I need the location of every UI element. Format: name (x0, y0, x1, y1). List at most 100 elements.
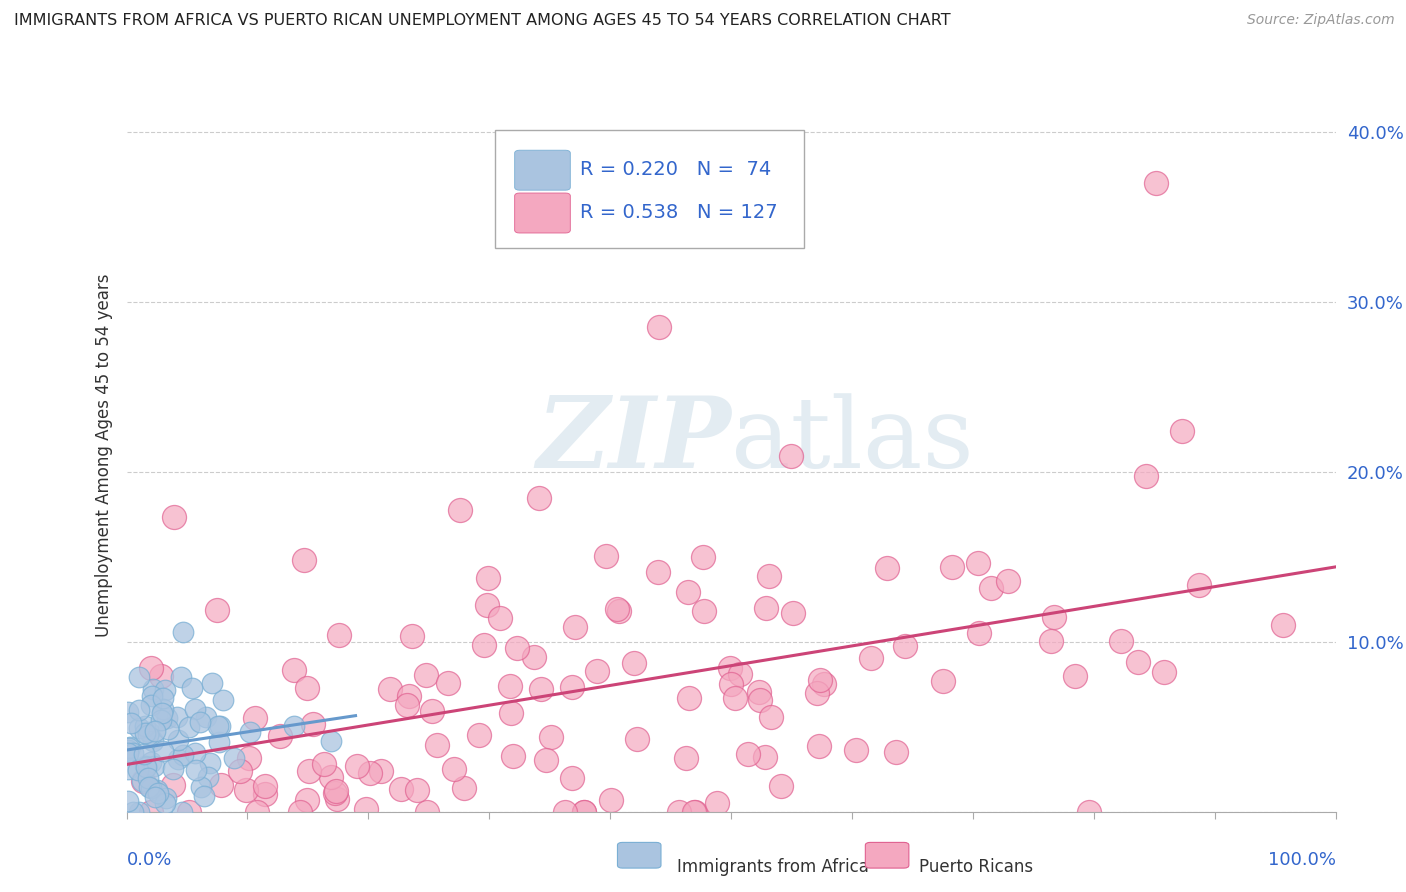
Point (941, 559, 963, 574)
Point (540, 730, 562, 744)
Point (166, 710, 188, 724)
Point (325, 784, 347, 798)
Point (758, 569, 780, 583)
Point (967, 625, 990, 640)
Point (197, 770, 219, 784)
Point (131, 773, 153, 788)
Point (117, 705, 139, 719)
Point (167, 732, 190, 747)
Point (207, 719, 229, 733)
Point (152, 691, 174, 706)
Point (319, 770, 342, 784)
Point (181, 681, 204, 695)
Point (117, 762, 139, 776)
Point (647, 565, 669, 579)
Point (1126, 655, 1149, 669)
Point (295, 793, 318, 807)
Point (585, 665, 607, 679)
Point (254, 779, 277, 793)
Point (172, 625, 194, 640)
Point (378, 681, 401, 696)
Point (932, 673, 955, 688)
Point (209, 719, 232, 733)
Point (1187, 578, 1209, 592)
Point (401, 629, 423, 643)
Text: R = 0.538   N = 127: R = 0.538 N = 127 (581, 202, 778, 222)
Point (406, 782, 429, 797)
Point (606, 602, 628, 616)
Point (561, 771, 583, 785)
Point (166, 752, 188, 766)
Point (554, 805, 576, 819)
Point (326, 792, 349, 806)
Point (163, 510, 186, 524)
Point (389, 782, 412, 797)
Point (748, 685, 770, 699)
Point (170, 670, 193, 684)
Point (136, 771, 159, 785)
Point (453, 780, 475, 795)
Point (808, 673, 831, 687)
Point (354, 802, 377, 816)
Point (122, 805, 145, 819)
Point (769, 779, 792, 793)
Point (893, 639, 915, 653)
Point (149, 713, 172, 727)
Point (806, 686, 828, 700)
Point (139, 781, 162, 796)
Point (1153, 665, 1175, 680)
Point (600, 793, 623, 807)
Point (134, 719, 156, 733)
Point (153, 796, 176, 810)
Point (139, 805, 162, 819)
Point (155, 790, 177, 805)
Point (1144, 176, 1167, 190)
FancyBboxPatch shape (495, 130, 804, 248)
Point (1135, 469, 1157, 483)
Point (359, 765, 381, 780)
Point (398, 689, 420, 703)
Point (668, 805, 690, 819)
Point (127, 763, 149, 777)
Point (782, 606, 804, 620)
Point (239, 724, 262, 739)
Point (506, 640, 529, 655)
Point (564, 620, 586, 634)
Point (156, 722, 179, 736)
Point (718, 661, 741, 675)
Point (141, 689, 163, 703)
Point (761, 710, 783, 724)
Point (120, 715, 142, 730)
Point (626, 731, 648, 746)
Point (177, 805, 200, 819)
Point (813, 677, 835, 691)
Point (162, 778, 184, 792)
Point (420, 704, 443, 718)
Point (117, 794, 139, 808)
Point (172, 805, 194, 819)
Point (595, 549, 617, 563)
Point (128, 721, 150, 735)
Point (118, 740, 141, 755)
Point (135, 760, 157, 774)
Point (186, 763, 208, 777)
Point (136, 727, 159, 741)
Point (117, 746, 139, 760)
Point (152, 702, 174, 716)
Point (370, 764, 392, 778)
Point (523, 649, 546, 664)
Point (143, 789, 166, 804)
Point (235, 782, 257, 797)
Point (205, 603, 228, 617)
Point (572, 805, 595, 819)
Text: R = 0.220   N =  74: R = 0.220 N = 74 (581, 160, 772, 179)
Point (302, 716, 325, 731)
Point (292, 553, 315, 567)
Point (269, 729, 291, 743)
Point (346, 758, 368, 772)
Point (1039, 633, 1062, 648)
Point (283, 664, 305, 678)
Point (648, 320, 671, 334)
Point (152, 706, 174, 720)
Point (1064, 669, 1087, 683)
